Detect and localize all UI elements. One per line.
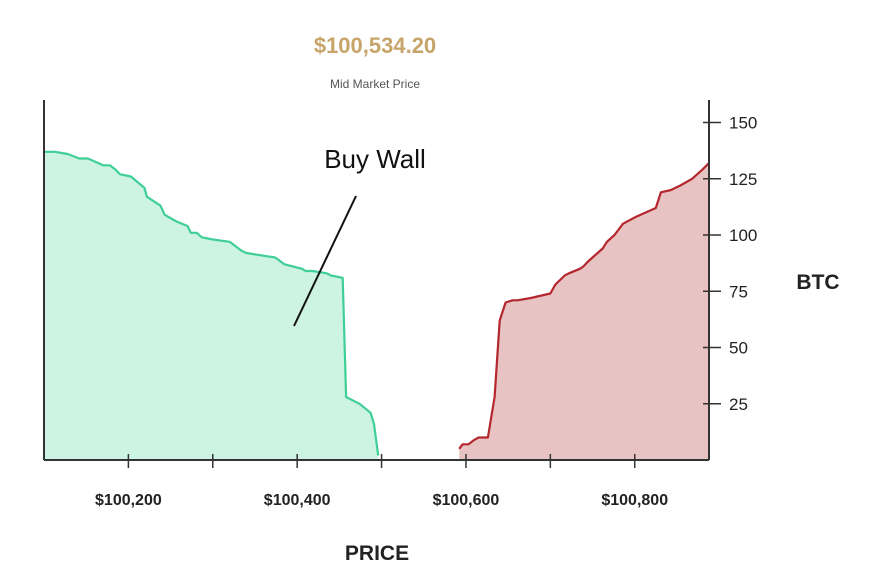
y-axis-ticks: 25 50 75 100 125 150 (703, 114, 757, 414)
x-tick-label: $100,400 (264, 492, 331, 509)
x-tick-label: $100,800 (601, 492, 668, 509)
bid-depth-line (44, 150, 380, 456)
depth-areas (44, 150, 710, 461)
ask-depth-area (459, 163, 709, 460)
y-tick-label: 75 (729, 282, 748, 301)
bid-depth-area (44, 151, 379, 461)
x-tick-label: $100,600 (433, 492, 500, 509)
buy-wall-pointer-line (293, 195, 357, 327)
x-axis-ticks: $100,200 $100,400 $100,600 $100,800 (95, 454, 668, 509)
mid-market-price-value: $100,534.20 (314, 33, 436, 58)
y-tick-label: 125 (729, 170, 757, 189)
y-axis-label: BTC (796, 271, 839, 294)
mid-market-price-label: Mid Market Price (330, 77, 420, 91)
ask-depth-line (458, 162, 710, 450)
y-tick-label: 150 (729, 114, 757, 133)
y-tick-label: 25 (729, 395, 748, 414)
x-axis-label: PRICE (345, 542, 409, 565)
buy-wall-annotation: Buy Wall (324, 144, 426, 174)
y-tick-label: 100 (729, 226, 757, 245)
x-tick-label: $100,200 (95, 492, 162, 509)
y-tick-label: 50 (729, 339, 748, 358)
